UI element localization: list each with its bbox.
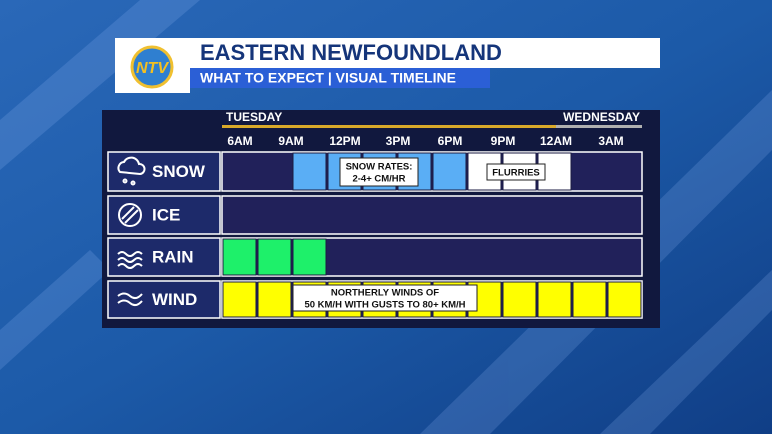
logo: NTV: [115, 38, 190, 93]
row-grid: [221, 195, 643, 235]
rain-icon: [117, 251, 143, 269]
time-label: 12PM: [329, 134, 360, 148]
row-grid: [221, 237, 643, 277]
note-text: 2-4+ CM/HR: [352, 174, 405, 185]
day-bar: [222, 125, 556, 128]
subtitle-box: [190, 68, 490, 88]
note-box: [339, 157, 419, 187]
row-label: ICE: [152, 205, 180, 224]
note-box: [486, 163, 546, 181]
row-label-box: [107, 280, 221, 319]
day-bar: [556, 125, 642, 128]
note-box: [292, 284, 478, 312]
cell: [292, 238, 327, 276]
cell: [257, 238, 292, 276]
day-label: WEDNESDAY: [563, 110, 640, 124]
row-label: RAIN: [152, 247, 194, 266]
row-label: SNOW: [152, 162, 206, 181]
time-label: 3AM: [598, 134, 623, 148]
ice-icon: [118, 203, 142, 227]
cell: [292, 152, 327, 191]
title: EASTERN NEWFOUNDLAND: [200, 40, 502, 65]
time-label: 12AM: [540, 134, 572, 148]
cell: [222, 281, 257, 318]
icons: [117, 156, 146, 307]
note-text: NORTHERLY WINDS OF: [331, 288, 439, 299]
row-label-box: [107, 237, 221, 277]
title-box: [190, 38, 660, 68]
snow-icon: [117, 156, 146, 186]
wind-icon: [117, 292, 143, 307]
time-label: 6PM: [438, 134, 463, 148]
cell: [537, 281, 572, 318]
time-label: 9AM: [278, 134, 303, 148]
day-label: TUESDAY: [226, 110, 282, 124]
note-text: FLURRIES: [492, 168, 540, 179]
cell: [257, 281, 292, 318]
cell: [572, 281, 607, 318]
row-label: WIND: [152, 290, 197, 309]
subtitle: WHAT TO EXPECT | VISUAL TIMELINE: [200, 70, 456, 86]
note-text: SNOW RATES:: [346, 162, 413, 173]
time-label: 6AM: [227, 134, 252, 148]
logo-globe: [130, 45, 174, 89]
cell: [502, 281, 537, 318]
note-text: 50 KM/H WITH GUSTS TO 80+ KM/H: [304, 300, 465, 311]
cell: [222, 238, 257, 276]
row-grid: [221, 151, 643, 192]
cell: [432, 152, 467, 191]
logo-text: NTV: [136, 60, 169, 77]
cell: [607, 281, 642, 318]
time-label: 3PM: [386, 134, 411, 148]
time-label: 9PM: [491, 134, 516, 148]
